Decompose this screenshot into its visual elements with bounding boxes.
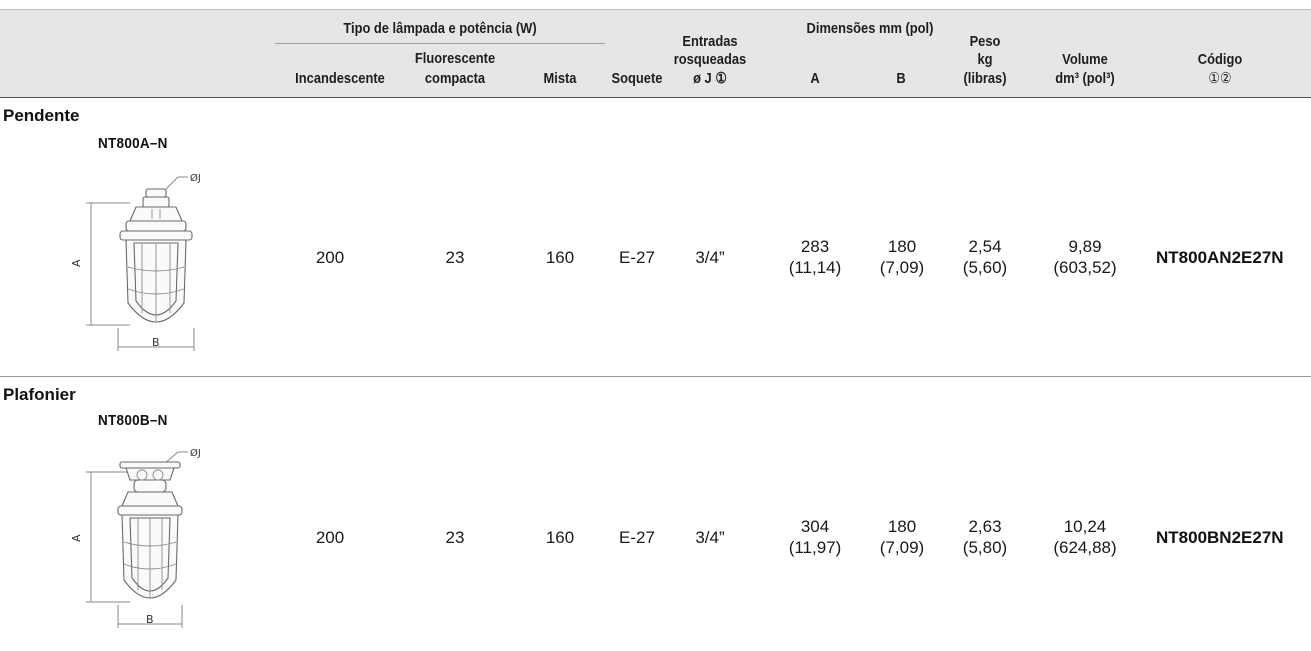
header-dim-a: A: [810, 70, 820, 87]
header-diameter-j: ø J ①: [693, 70, 727, 87]
cell-peso-lb: (5,60): [962, 258, 1008, 277]
cell-peso-kg: 2,63: [968, 517, 1002, 536]
header-peso-kg: kg: [977, 51, 993, 68]
header-codigo-notes: ①②: [1208, 70, 1232, 87]
header-peso: Peso: [969, 33, 1001, 50]
header-lamp-group: Tipo de lâmpada e potência (W): [343, 20, 537, 37]
cell-volume-pol3: (603,52): [1053, 258, 1117, 277]
cell-fluorescente: 23: [445, 528, 465, 547]
cell-peso-lb: (5,80): [962, 538, 1008, 557]
cell-dim-b-pol: (7,09): [879, 538, 925, 557]
cell-fluorescente: 23: [445, 248, 465, 267]
dimension-b-label: B: [152, 336, 160, 349]
section-title: Plafonier: [3, 385, 76, 404]
header-rosqueadas: rosqueadas: [673, 51, 747, 68]
section-title: Pendente: [3, 106, 80, 125]
cell-volume-dm3: 10,24: [1063, 517, 1107, 536]
cell-incandescente: 200: [315, 248, 345, 267]
cell-dim-a-pol: (11,97): [788, 538, 842, 557]
header-volume-units: dm³ (pol³): [1055, 70, 1115, 87]
cell-volume-pol3: (624,88): [1053, 538, 1117, 557]
cell-mista: 160: [545, 528, 575, 547]
model-name: NT800B–N: [98, 412, 168, 429]
cell-incandescente: 200: [315, 528, 345, 547]
cell-entradas: 3/4”: [695, 248, 725, 267]
header-bottom-rule: [0, 97, 1311, 98]
diameter-j-label: ØJ: [190, 447, 201, 459]
cell-dim-a-mm: 304: [800, 517, 830, 536]
header-lamp-group-rule: [275, 43, 605, 44]
cell-dim-b-pol: (7,09): [879, 258, 925, 277]
header-volume: Volume: [1062, 51, 1108, 68]
cell-mista: 160: [545, 248, 575, 267]
ceiling-fixture-drawing: A B ØJ: [70, 447, 201, 628]
cell-codigo: NT800BN2E27N: [1156, 528, 1284, 547]
header-compacta: compacta: [424, 70, 486, 87]
cell-dim-b-mm: 180: [887, 517, 917, 536]
cell-dim-a-pol: (11,14): [788, 258, 842, 277]
header-peso-libras: (libras): [963, 70, 1007, 87]
cell-soquete: E-27: [619, 528, 655, 547]
header-soquete: Soquete: [611, 70, 663, 87]
header-incandescente: Incandescente: [295, 70, 385, 87]
header-dim-b: B: [896, 70, 906, 87]
header-mista: Mista: [543, 70, 577, 87]
model-name: NT800A–N: [98, 135, 168, 152]
cell-peso-kg: 2,54: [968, 237, 1002, 256]
cell-dim-b-mm: 180: [887, 237, 917, 256]
dimension-a-label: A: [70, 534, 83, 542]
diameter-j-label: ØJ: [190, 172, 201, 184]
cell-dim-a-mm: 283: [800, 237, 830, 256]
cell-volume-dm3: 9,89: [1068, 237, 1102, 256]
pendant-fixture-drawing: A B ØJ: [70, 172, 201, 351]
cell-soquete: E-27: [619, 248, 655, 267]
header-entradas: Entradas: [682, 33, 738, 50]
header-top-rule: [0, 9, 1311, 10]
table-header: [0, 10, 1311, 97]
header-codigo: Código: [1197, 51, 1243, 68]
cell-entradas: 3/4”: [695, 528, 725, 547]
header-fluorescente: Fluorescente: [414, 50, 496, 67]
header-dims-group: Dimensões mm (pol): [806, 20, 934, 37]
cell-codigo: NT800AN2E27N: [1156, 248, 1284, 267]
dimension-a-label: A: [70, 259, 83, 267]
row-separator: [0, 376, 1311, 377]
dimension-b-label: B: [146, 613, 154, 626]
